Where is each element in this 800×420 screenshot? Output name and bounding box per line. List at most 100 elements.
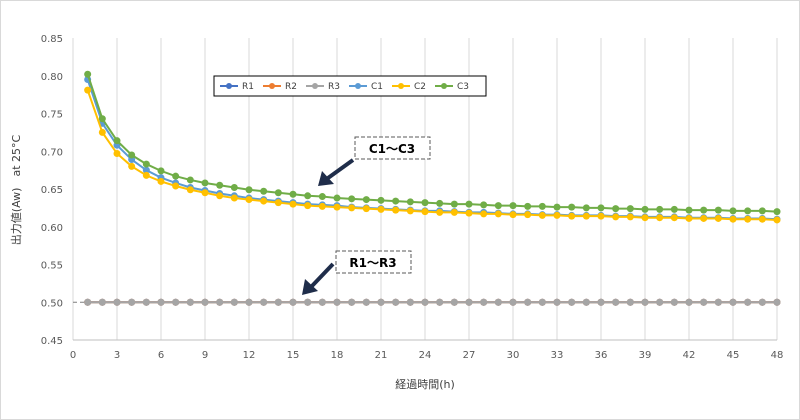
data-point (84, 70, 92, 78)
data-point (201, 189, 209, 197)
data-point (274, 199, 282, 207)
data-point (744, 298, 752, 306)
data-point (714, 298, 722, 306)
x-tick-label: 6 (158, 350, 164, 361)
data-point (172, 298, 180, 306)
arrow-r (302, 262, 335, 295)
data-point (245, 298, 253, 306)
y-tick-label: 0.85 (41, 34, 63, 45)
data-point (538, 298, 546, 306)
legend-swatch-marker (226, 83, 232, 89)
data-point (700, 206, 708, 214)
x-tick-label: 45 (727, 350, 740, 361)
data-point (84, 298, 92, 306)
data-point (450, 208, 458, 216)
data-point (700, 214, 708, 222)
data-point (348, 204, 356, 212)
series-line (86, 89, 778, 221)
data-point (568, 203, 576, 211)
data-point (494, 298, 502, 306)
grid-lines (72, 38, 778, 340)
data-point (729, 207, 737, 215)
data-point (392, 298, 400, 306)
x-tick-label: 48 (771, 350, 784, 361)
data-point (318, 298, 326, 306)
data-point (333, 203, 341, 211)
arrow-c (318, 158, 355, 186)
data-point (142, 171, 150, 179)
data-point (626, 213, 634, 221)
data-point (216, 298, 224, 306)
data-point (773, 208, 781, 216)
data-point (392, 206, 400, 214)
data-point (157, 298, 165, 306)
x-tick-label: 39 (639, 350, 652, 361)
x-tick-label: 36 (595, 350, 608, 361)
series-C3 (84, 70, 781, 216)
data-point (128, 298, 136, 306)
data-point (685, 298, 693, 306)
y-axis-title: 出力値(Aw) at 25°C (9, 134, 23, 245)
data-point (436, 208, 444, 216)
y-tick-label: 0.70 (41, 147, 63, 158)
data-point (172, 172, 180, 180)
data-point (612, 205, 620, 213)
data-point (612, 213, 620, 221)
data-point (421, 208, 429, 216)
data-point (392, 197, 400, 205)
data-point (289, 190, 297, 198)
x-tick-label: 42 (683, 350, 696, 361)
data-point (656, 205, 664, 213)
data-point (773, 216, 781, 224)
x-tick-labels: 0 3 6 9 12 15 18 21 24 27 30 33 36 39 42 45 48 (70, 350, 784, 361)
legend-label: R2 (285, 82, 297, 92)
data-point (670, 214, 678, 222)
data-point (450, 200, 458, 208)
legend-swatch-marker (355, 83, 361, 89)
data-point (128, 151, 136, 159)
series-C1 (84, 76, 781, 223)
series-line (86, 79, 778, 221)
data-point (157, 177, 165, 185)
data-point (186, 186, 194, 194)
data-point (245, 186, 253, 194)
y-tick-label: 0.65 (41, 185, 63, 196)
data-point (641, 205, 649, 213)
data-point (450, 298, 458, 306)
data-point (641, 214, 649, 222)
legend-label: C2 (414, 82, 426, 92)
data-point (201, 298, 209, 306)
data-point (421, 199, 429, 207)
legend: R1 R2 R3 C1 C2 C3 (213, 75, 487, 97)
data-point (670, 205, 678, 213)
data-point (758, 298, 766, 306)
data-point (524, 202, 532, 210)
series-C2 (84, 86, 781, 224)
data-point (304, 298, 312, 306)
data-point (553, 203, 561, 211)
legend-label: R3 (328, 82, 340, 92)
data-point (84, 86, 92, 94)
data-point (260, 298, 268, 306)
data-point (480, 201, 488, 209)
data-point (230, 183, 238, 191)
y-tick-label: 0.50 (41, 298, 63, 309)
x-tick-label: 9 (202, 350, 208, 361)
legend-label: C3 (457, 82, 469, 92)
data-point (142, 298, 150, 306)
data-point (362, 205, 370, 213)
data-point (480, 210, 488, 218)
legend-label: C1 (371, 82, 383, 92)
x-tick-label: 33 (551, 350, 564, 361)
x-tick-label: 18 (331, 350, 344, 361)
legend-item: R3 (306, 82, 340, 92)
data-point (641, 298, 649, 306)
x-tick-label: 0 (70, 350, 76, 361)
data-point (172, 182, 180, 190)
data-point (465, 209, 473, 217)
data-point (421, 298, 429, 306)
legend-item: C2 (392, 82, 426, 92)
data-point (494, 202, 502, 210)
data-point (597, 298, 605, 306)
